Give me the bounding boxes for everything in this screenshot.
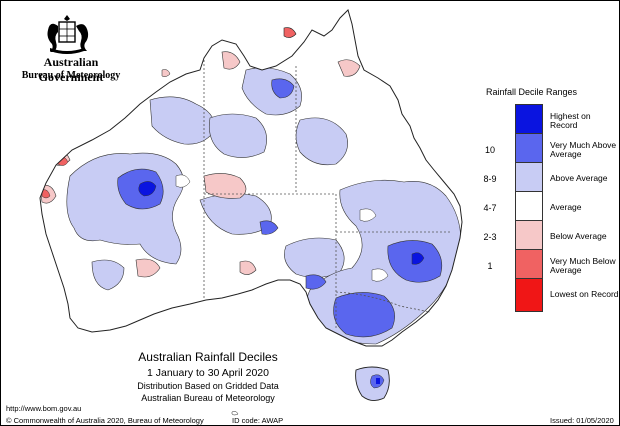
legend-swatch-below bbox=[515, 220, 543, 254]
legend-row-highest: Highest on Record bbox=[472, 104, 612, 138]
issued-date: Issued: 01/05/2020 bbox=[550, 416, 614, 425]
legend-label: Average bbox=[550, 202, 582, 213]
legend-swatch-lowest bbox=[515, 278, 543, 312]
legend-title: Rainfall Decile Ranges bbox=[486, 87, 578, 97]
legend-swatch-highest bbox=[515, 104, 543, 138]
legend-row-lowest: Lowest on Record bbox=[472, 278, 619, 312]
legend-swatch-very-above bbox=[515, 133, 543, 167]
organization-name: Australian Government bbox=[38, 55, 104, 84]
map-period: 1 January to 30 April 2020 bbox=[146, 367, 269, 379]
legend-decile: 4-7 bbox=[483, 203, 497, 213]
legend-label: Below Average bbox=[550, 231, 607, 242]
legend-decile: 2-3 bbox=[483, 232, 497, 242]
legend-label: Lowest on Record bbox=[550, 289, 619, 300]
legend-decile: 1 bbox=[487, 261, 493, 271]
legend-label: Very Much Below Average bbox=[550, 255, 616, 275]
legend-row-below: 2-3 Below Average bbox=[472, 220, 612, 254]
coat-of-arms-icon bbox=[47, 15, 89, 54]
map-title: Australian Rainfall Deciles bbox=[138, 350, 278, 364]
organization-subtitle: Bureau of Meteorology bbox=[21, 70, 121, 81]
id-code: ID code: AWAP bbox=[232, 416, 284, 425]
legend-swatch-above bbox=[515, 162, 543, 196]
legend-row-very-below: 1 Very Much Below Average bbox=[472, 249, 616, 283]
legend-row-above: 8-9 Above Average bbox=[472, 162, 612, 196]
map-subtitle: Distribution Based on Gridded Data bbox=[137, 381, 279, 391]
legend-label: Highest on Record bbox=[550, 110, 591, 130]
legend-label: Very Much Above Average bbox=[550, 139, 617, 159]
copyright-notice: © Commonwealth of Australia 2020, Bureau… bbox=[6, 416, 204, 425]
map-source: Australian Bureau of Meteorology bbox=[141, 393, 275, 403]
legend-swatch-average bbox=[515, 191, 543, 225]
legend-decile: 8-9 bbox=[483, 174, 497, 184]
legend-decile: 10 bbox=[484, 145, 495, 155]
website-link[interactable]: http://www.bom.gov.au bbox=[6, 404, 82, 413]
legend-label: Above Average bbox=[550, 173, 608, 184]
legend-row-very-above: 10 Very Much Above Average bbox=[472, 133, 616, 167]
legend-row-average: 4-7 Average bbox=[472, 191, 612, 225]
